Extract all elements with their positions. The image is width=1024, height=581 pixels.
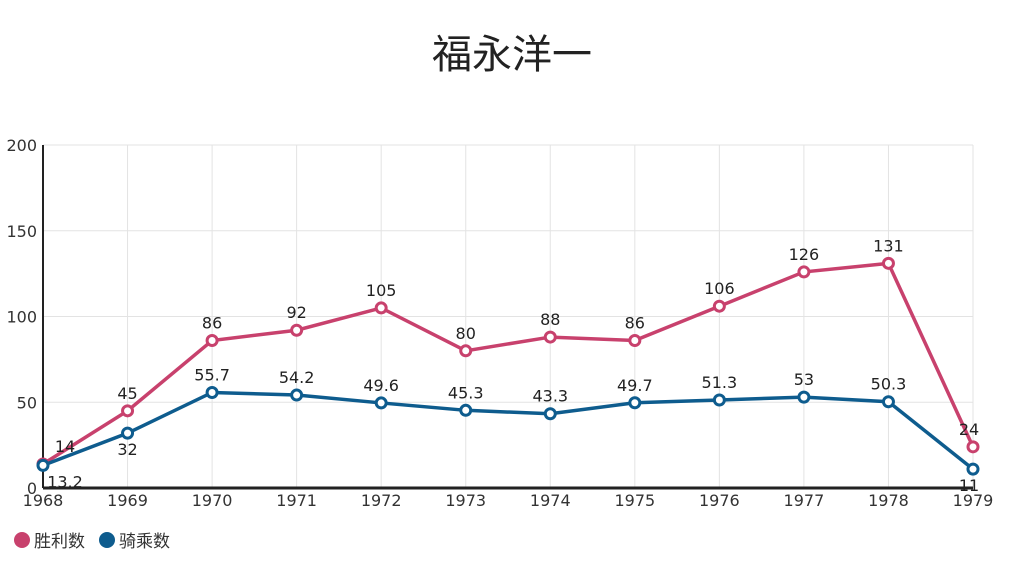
legend-swatch [14, 531, 30, 548]
x-tick-label: 1974 [530, 491, 571, 510]
data-point [121, 404, 135, 418]
data-label: 50.3 [871, 375, 907, 394]
data-point [966, 462, 980, 476]
y-tick-label: 150 [6, 222, 37, 241]
data-label: 49.6 [363, 376, 399, 395]
data-point [374, 396, 388, 410]
data-point [543, 330, 557, 344]
x-tick-label: 1975 [614, 491, 655, 510]
data-point [543, 407, 557, 421]
data-point [121, 426, 135, 440]
data-label: 14 [55, 437, 75, 456]
data-label: 53 [794, 370, 814, 389]
data-point [205, 385, 219, 399]
x-tick-label: 1971 [276, 491, 317, 510]
data-label: 86 [625, 314, 645, 333]
legend-label: 胜利数 [34, 532, 85, 552]
legend-label: 骑乘数 [119, 532, 170, 552]
data-point [459, 403, 473, 417]
data-label: 24 [959, 420, 979, 439]
data-label: 105 [366, 281, 397, 300]
data-label: 45 [117, 384, 137, 403]
data-point [628, 396, 642, 410]
y-tick-label: 200 [6, 136, 37, 155]
x-tick-label: 1979 [953, 491, 994, 510]
data-label: 45.3 [448, 383, 484, 402]
data-label: 80 [456, 324, 476, 343]
legend: 胜利数 骑乘数 [14, 527, 170, 552]
data-point [459, 344, 473, 358]
y-tick-label: 50 [17, 393, 37, 412]
data-point [628, 334, 642, 348]
x-tick-label: 1972 [361, 491, 402, 510]
data-point [36, 458, 50, 472]
data-label: 13.2 [47, 472, 83, 491]
data-label: 43.3 [532, 387, 568, 406]
data-point [966, 440, 980, 454]
legend-item-rides[interactable]: 骑乘数 [99, 527, 170, 552]
data-label: 86 [202, 314, 222, 333]
data-label: 51.3 [702, 373, 738, 392]
data-point [712, 393, 726, 407]
x-tick-label: 1973 [445, 491, 486, 510]
data-label: 49.7 [617, 376, 653, 395]
series-line [42, 390, 975, 471]
data-point [712, 299, 726, 313]
y-tick-label: 0 [27, 479, 37, 498]
legend-item-wins[interactable]: 胜利数 [14, 527, 85, 552]
data-label: 88 [540, 310, 560, 329]
x-tick-label: 1970 [192, 491, 233, 510]
data-point [881, 395, 895, 409]
series-line [42, 261, 975, 466]
data-label: 131 [873, 236, 904, 255]
data-label: 106 [704, 279, 735, 298]
data-label: 32 [117, 440, 137, 459]
data-label: 55.7 [194, 365, 230, 384]
x-tick-label: 1969 [107, 491, 148, 510]
data-point [290, 323, 304, 337]
x-tick-label: 1977 [784, 491, 825, 510]
data-point [797, 265, 811, 279]
x-tick-label: 1968 [23, 491, 64, 510]
data-point [374, 301, 388, 315]
data-point [881, 256, 895, 270]
data-label: 11 [959, 476, 979, 495]
x-tick-label: 1976 [699, 491, 740, 510]
legend-swatch [99, 531, 115, 548]
y-tick-label: 100 [6, 308, 37, 327]
data-point [797, 390, 811, 404]
chart-title: 福永洋一 [432, 32, 592, 78]
x-tick-label: 1978 [868, 491, 909, 510]
data-point [205, 334, 219, 348]
data-label: 54.2 [279, 368, 315, 387]
data-point [290, 388, 304, 402]
data-label: 92 [286, 303, 306, 322]
data-label: 126 [789, 245, 820, 264]
